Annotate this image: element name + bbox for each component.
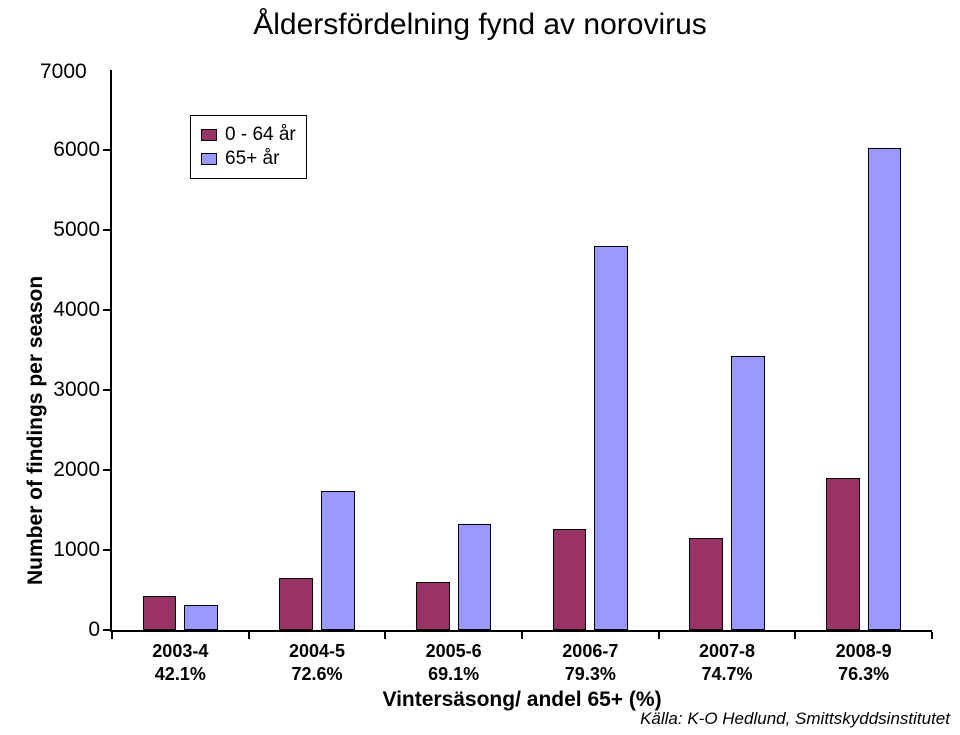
bar-series-0 [826, 478, 859, 630]
legend-item: 0 - 64 år [201, 124, 296, 146]
y-tick-label: 0 [88, 618, 100, 642]
x-tick [111, 632, 113, 639]
bar-series-0 [143, 596, 176, 630]
chart-title: Åldersfördelning fynd av norovirus [0, 8, 960, 42]
y-top-label: 7000 [40, 60, 87, 84]
legend-swatch [201, 129, 217, 141]
x-tick [248, 632, 250, 639]
bar-series-0 [416, 582, 449, 630]
x-category-label: 2006-779.3% [522, 640, 659, 687]
x-category-label: 2008-976.3% [795, 640, 932, 687]
y-tick-label: 2000 [53, 458, 100, 482]
bar-series-1 [458, 524, 491, 630]
legend-label: 0 - 64 år [225, 124, 296, 146]
y-tick-label: 3000 [53, 378, 100, 402]
legend-label: 65+ år [225, 148, 279, 170]
bar-series-0 [689, 538, 722, 630]
legend-item: 65+ år [201, 148, 296, 170]
y-tick-label: 4000 [53, 298, 100, 322]
bar-series-0 [553, 529, 586, 630]
y-tick [103, 549, 110, 551]
legend-swatch [201, 153, 217, 165]
x-tick [931, 632, 933, 639]
x-tick [794, 632, 796, 639]
x-tick [521, 632, 523, 639]
x-category-label: 2007-874.7% [659, 640, 796, 687]
y-tick-label: 5000 [53, 218, 100, 242]
bar-series-1 [731, 356, 764, 630]
y-tick [103, 229, 110, 231]
bar-series-1 [868, 148, 901, 630]
y-tick [103, 629, 110, 631]
y-tick-label: 6000 [53, 138, 100, 162]
y-tick-label: 1000 [53, 538, 100, 562]
y-tick [103, 469, 110, 471]
y-tick [103, 389, 110, 391]
bar-series-1 [594, 246, 627, 630]
chart-container: Åldersfördelning fynd av norovirus 7000 … [0, 0, 960, 735]
x-category-label: 2003-442.1% [112, 640, 249, 687]
x-category-label: 2004-572.6% [249, 640, 386, 687]
y-tick [103, 309, 110, 311]
x-tick [384, 632, 386, 639]
bar-series-1 [184, 605, 217, 630]
bar-series-0 [279, 578, 312, 630]
y-axis-label: Number of findings per season [24, 276, 48, 585]
x-category-label: 2005-669.1% [385, 640, 522, 687]
y-tick [103, 149, 110, 151]
bar-series-1 [321, 491, 354, 630]
source-citation: Källa: K-O Hedlund, Smittskyddsinstitute… [640, 709, 950, 729]
legend: 0 - 64 år65+ år [190, 115, 307, 179]
x-tick [658, 632, 660, 639]
